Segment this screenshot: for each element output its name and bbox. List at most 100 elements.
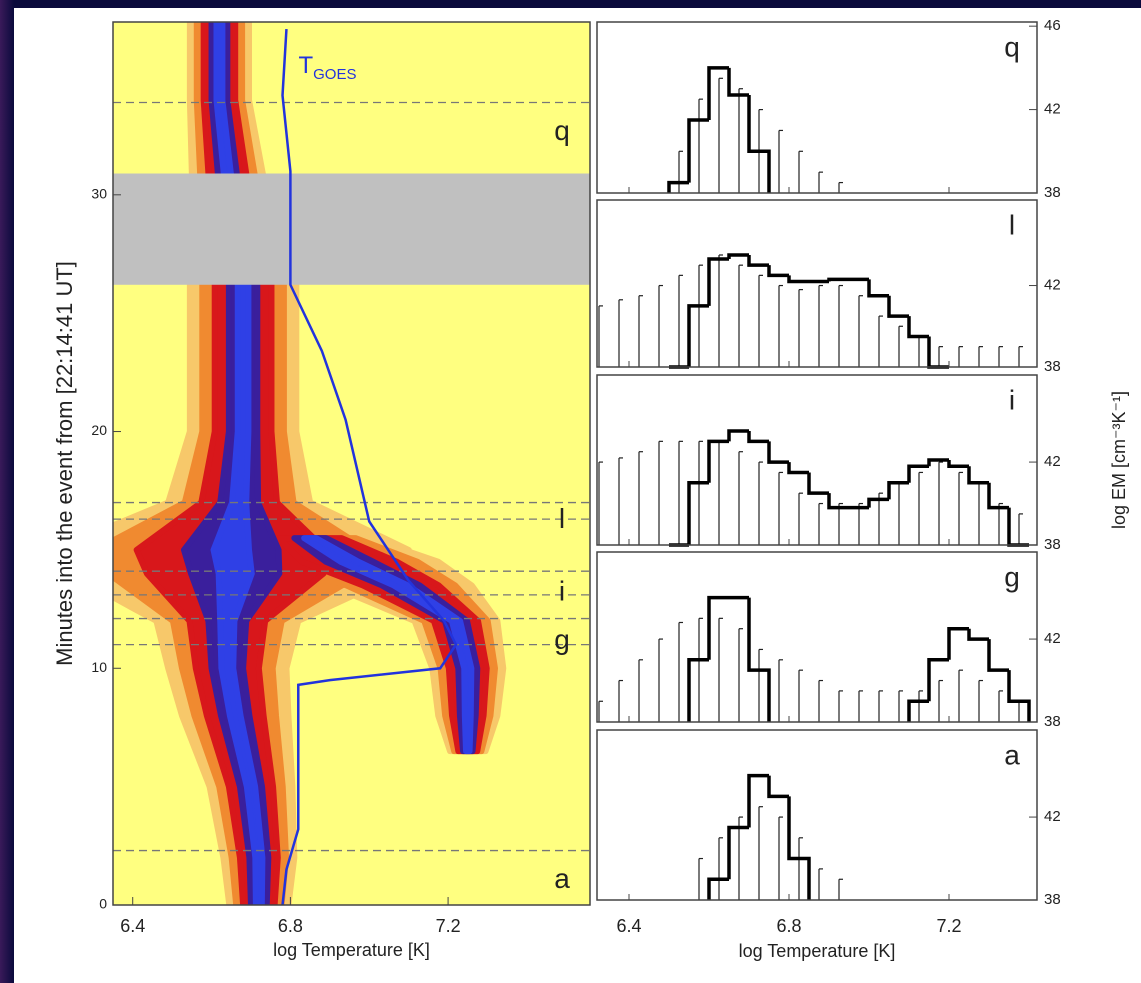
panel-frame [596, 199, 1038, 368]
data-gap [113, 173, 590, 285]
heatmap-region [180, 22, 283, 905]
x-tick-label: 6.4 [120, 916, 145, 936]
histogram-step [687, 304, 709, 367]
event-label: a [554, 863, 570, 894]
panel-frame [596, 729, 1038, 901]
panel-frame [596, 374, 1038, 546]
histogram-step [727, 253, 749, 260]
histogram-step [747, 597, 771, 722]
x-tick-label: 7.2 [936, 916, 961, 936]
panel-label: g [1004, 561, 1020, 592]
histogram-step [967, 466, 989, 485]
histogram-step [727, 67, 749, 97]
y-tick-label: 42 [1044, 808, 1061, 825]
histogram-step [907, 464, 929, 483]
panel-background [597, 200, 1037, 367]
histogram-step [687, 658, 709, 722]
y-tick-label: 38 [1044, 713, 1061, 730]
y-tick-label: 0 [99, 896, 107, 912]
histogram-step [907, 316, 929, 339]
plot-frame [112, 21, 591, 906]
y-tick-label: 38 [1044, 184, 1061, 201]
histogram-step [887, 481, 909, 500]
histogram-step [807, 472, 829, 495]
histogram-step [927, 658, 949, 702]
x-axis-label: log Temperature [K] [739, 941, 896, 961]
y-tick-label: 42 [1044, 277, 1061, 294]
heatmap-region [301, 535, 475, 755]
histogram-step [787, 796, 811, 900]
histogram-step [747, 94, 771, 193]
histogram-step [787, 462, 809, 475]
heatmap-region [275, 535, 490, 755]
y-tick-label: 38 [1044, 358, 1061, 375]
line-annotation: TGOES [298, 52, 356, 83]
heatmap-area: q l ig a TGOES [113, 22, 590, 905]
histogram-step [827, 493, 849, 510]
histogram-step [747, 430, 769, 444]
histogram-step [867, 497, 889, 508]
x-tick-label: 6.8 [278, 916, 303, 936]
histogram-step [747, 773, 769, 828]
histogram-step [927, 458, 949, 467]
histogram-step [707, 595, 729, 660]
panel-background [597, 375, 1037, 545]
panel-label: q [1004, 31, 1020, 62]
annotation-main: T [298, 52, 313, 79]
annotation-subscript: GOES [313, 66, 356, 83]
y-tick-label: 10 [91, 659, 107, 675]
histogram-step [667, 180, 689, 193]
histogram-step [767, 265, 789, 278]
event-label: q [554, 115, 570, 146]
histogram-step [947, 626, 969, 660]
x-axis-label: log Temperature [K] [273, 940, 430, 960]
histogram-step [787, 275, 809, 284]
event-label: g [554, 624, 570, 655]
y-axis-label: log EM [cm⁻³K⁻¹] [1109, 391, 1129, 529]
histogram-step [907, 699, 929, 722]
histogram-step [827, 277, 849, 282]
y-tick-label: 20 [91, 422, 107, 438]
x-tick-label: 6.4 [616, 916, 641, 936]
histogram-step [767, 775, 789, 799]
y-tick-label: 38 [1044, 536, 1061, 553]
y-tick-label: 38 [1044, 891, 1061, 908]
histogram-step [707, 257, 729, 306]
histogram-step [987, 639, 1009, 672]
histogram-step [767, 441, 789, 464]
histogram-step [687, 118, 709, 183]
histogram-step [747, 254, 769, 267]
event-label: l [559, 503, 565, 534]
y-tick-label: 42 [1044, 101, 1061, 118]
histogram-step [727, 825, 749, 880]
histogram-step [987, 482, 1009, 510]
panel-frame [596, 551, 1038, 723]
histogram-step [887, 295, 909, 318]
histogram-step [707, 66, 729, 121]
histogram-step [947, 460, 969, 468]
panel-label: a [1004, 739, 1020, 770]
histogram-step [687, 481, 709, 545]
x-tick-label: 7.2 [436, 916, 461, 936]
panel-background [597, 730, 1037, 900]
panel-background [597, 552, 1037, 722]
y-tick-label: 30 [91, 186, 107, 202]
histogram-step [867, 279, 889, 298]
histogram-step [1007, 670, 1031, 722]
y-tick-label: 42 [1044, 453, 1061, 470]
histogram-step [967, 628, 989, 641]
y-tick-label: 46 [1044, 17, 1061, 34]
panel-label: l [1009, 209, 1015, 240]
x-tick-label: 6.8 [776, 916, 801, 936]
temperature-line [281, 29, 458, 905]
y-axis-label: Minutes into the event from [22:14:41 UT… [52, 261, 77, 666]
heatmap-region [210, 22, 266, 905]
event-label: i [559, 575, 565, 606]
y-tick-label: 42 [1044, 630, 1061, 647]
panel-frame [596, 21, 1038, 194]
histogram-step [727, 429, 749, 442]
panel-background [597, 22, 1037, 193]
panel-label: i [1009, 384, 1015, 415]
